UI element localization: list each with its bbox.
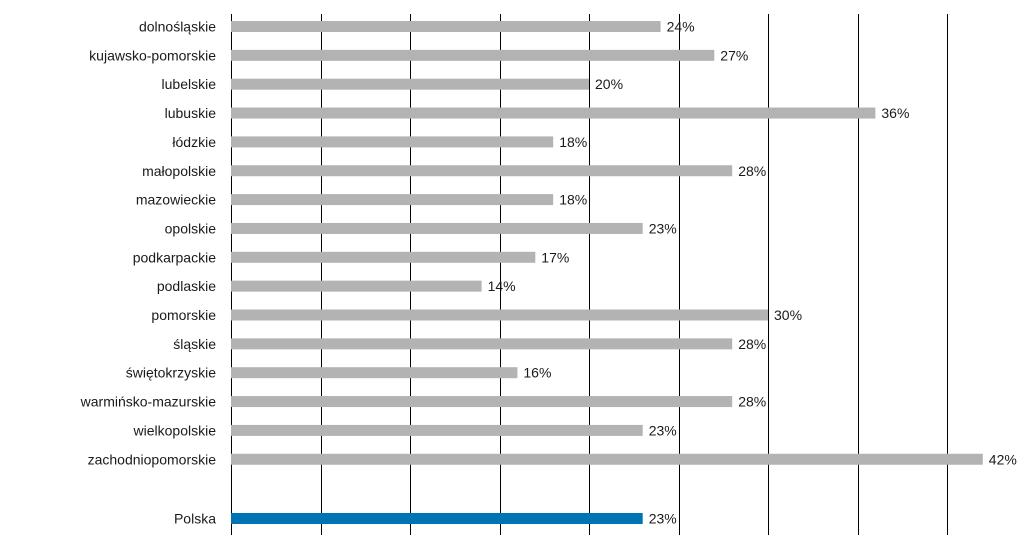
category-label: Polska — [174, 511, 216, 527]
bars — [231, 21, 983, 524]
value-label: 30% — [774, 307, 802, 323]
bar-region-4 — [231, 136, 554, 148]
bar-region-13 — [231, 396, 733, 408]
category-label: małopolskie — [142, 163, 216, 179]
category-label: świętokrzyskie — [126, 365, 216, 381]
bar-region-15 — [231, 453, 983, 465]
value-labels: 24% 27% 20% 36% 18% 28% 18% 23% 17% 14% 30% 28% 16% 2… — [488, 19, 1017, 527]
bar-region-5 — [231, 165, 733, 177]
bar-region-6 — [231, 194, 554, 206]
value-label: 20% — [595, 76, 623, 92]
value-label: 18% — [559, 134, 587, 150]
category-label: kujawsko-pomorskie — [89, 47, 216, 63]
bar-polska — [231, 513, 643, 524]
value-label: 16% — [523, 365, 551, 381]
value-label: 36% — [881, 105, 909, 121]
category-label: wielkopolskie — [133, 422, 217, 438]
bar-region-12 — [231, 367, 518, 379]
category-label: opolskie — [165, 220, 217, 236]
value-label: 18% — [559, 192, 587, 208]
value-label: 17% — [541, 249, 569, 265]
category-label: pomorskie — [151, 307, 216, 323]
category-label: lubelskie — [162, 76, 217, 92]
category-label: lubuskie — [165, 105, 217, 121]
category-label: zachodniopomorskie — [88, 451, 217, 467]
category-label: śląskie — [173, 336, 216, 352]
value-label: 23% — [649, 422, 677, 438]
value-label: 23% — [649, 511, 677, 527]
category-label: mazowieckie — [136, 192, 216, 208]
bar-region-7 — [231, 222, 643, 234]
bar-region-3 — [231, 107, 876, 119]
value-label: 24% — [667, 19, 695, 35]
value-label: 27% — [720, 47, 748, 63]
value-label: 23% — [649, 220, 677, 236]
value-label: 28% — [738, 394, 766, 410]
value-label: 28% — [738, 336, 766, 352]
value-label: 42% — [989, 451, 1017, 467]
category-label: podlaskie — [157, 278, 216, 294]
gridlines — [231, 14, 948, 535]
category-label: podkarpackie — [133, 249, 216, 265]
category-label: łódzkie — [172, 134, 216, 150]
value-label: 14% — [488, 278, 516, 294]
category-label: dolnośląskie — [139, 19, 216, 35]
bar-region-9 — [231, 280, 482, 292]
bar-region-1 — [231, 49, 715, 61]
bar-region-10 — [231, 309, 768, 321]
value-label: 28% — [738, 163, 766, 179]
category-labels: dolnośląskie kujawsko-pomorskie lubelskie l… — [80, 19, 217, 527]
bar-region-11 — [231, 338, 733, 350]
bar-region-8 — [231, 251, 536, 263]
bar-region-14 — [231, 424, 643, 436]
bar-region-0 — [231, 21, 661, 32]
bar-region-2 — [231, 78, 589, 90]
category-label: warmińsko-mazurskie — [80, 394, 217, 410]
